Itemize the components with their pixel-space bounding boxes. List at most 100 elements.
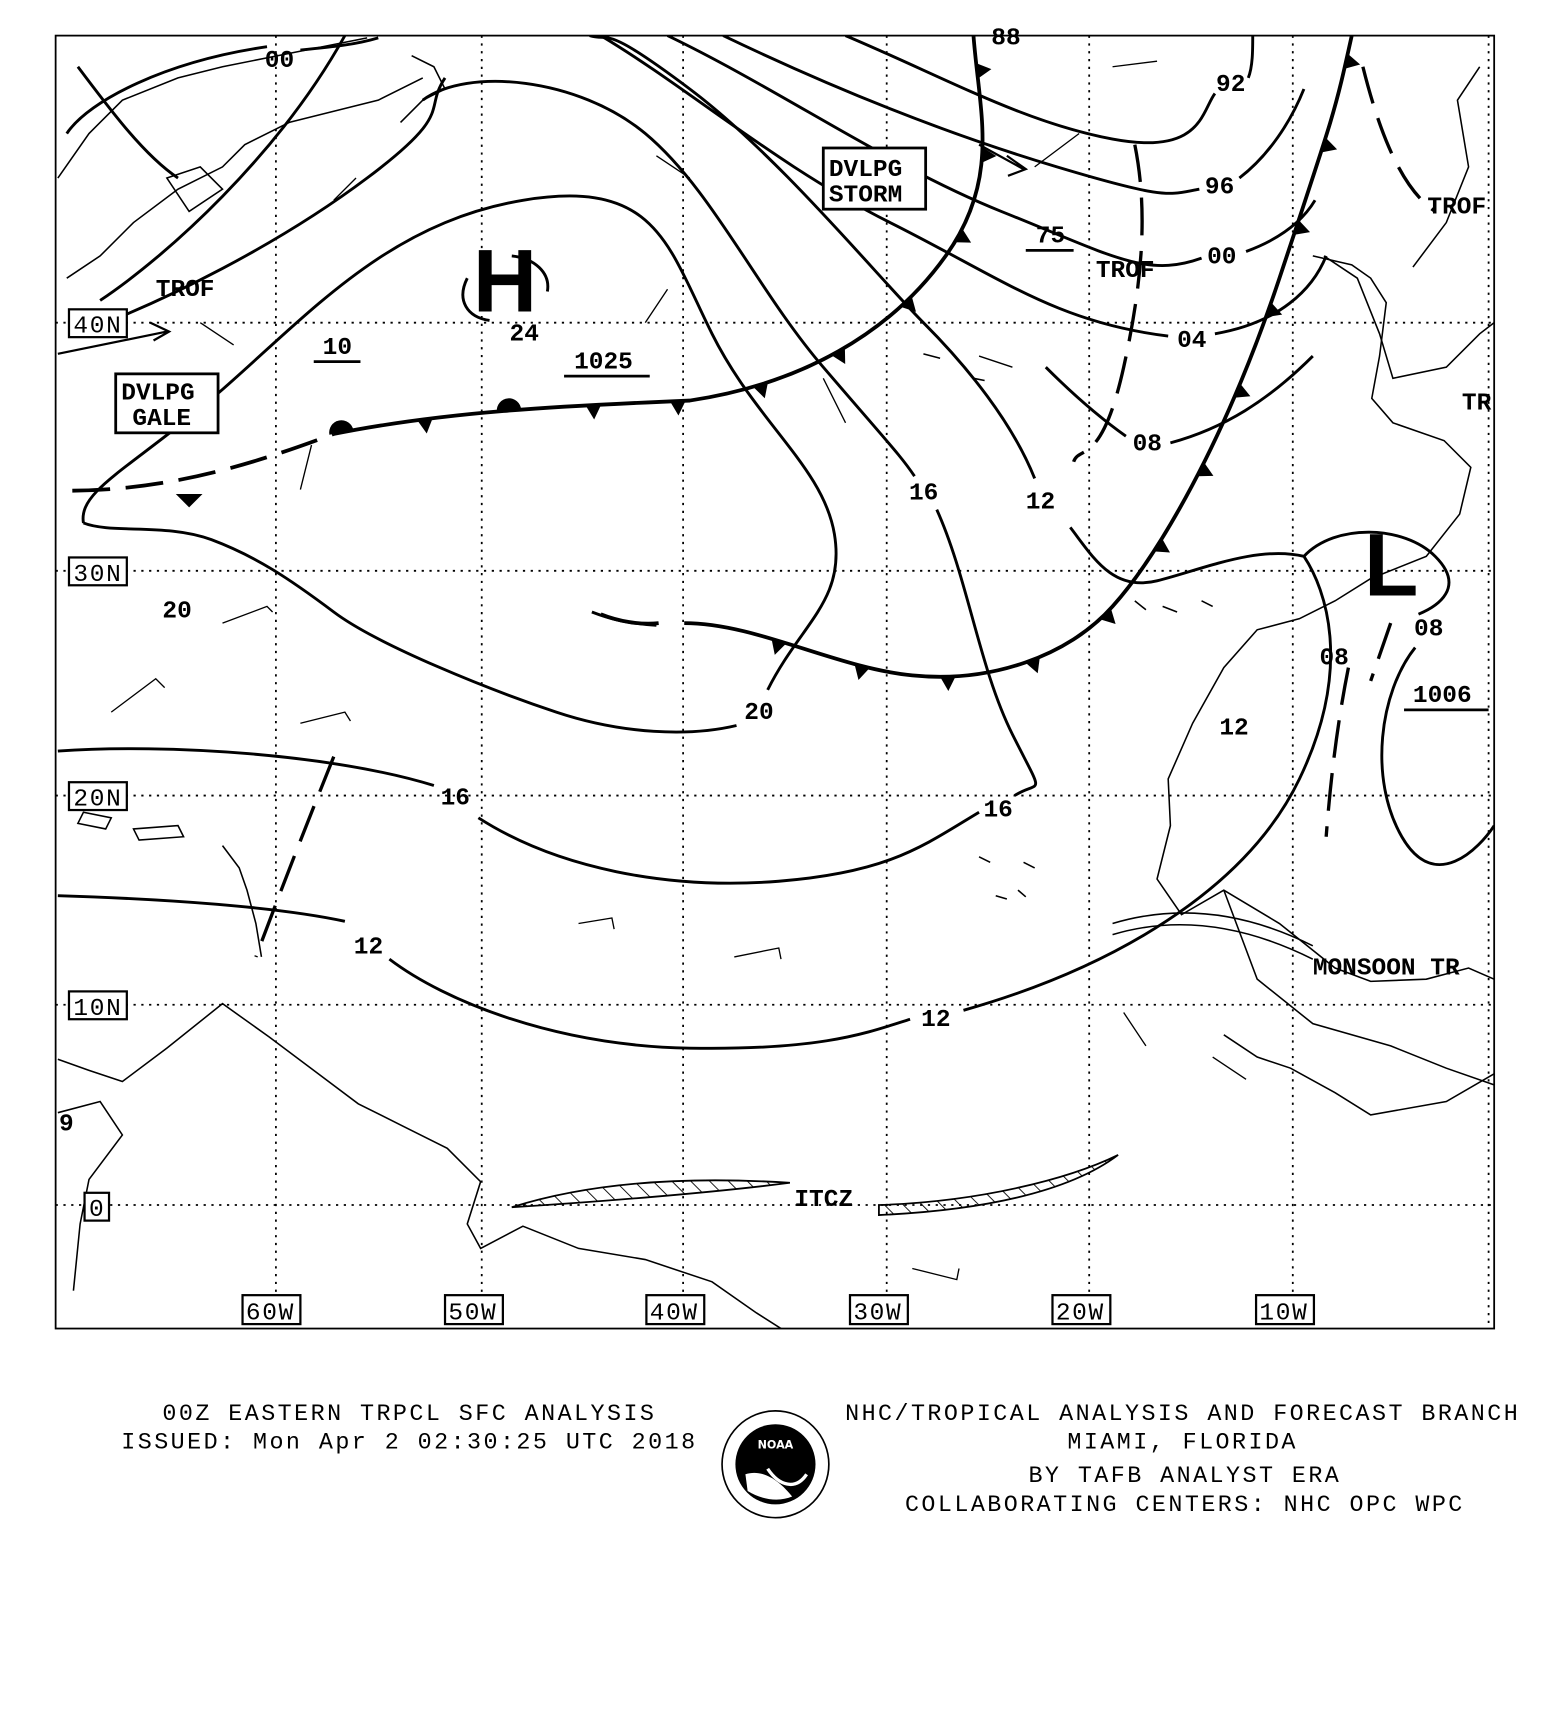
cold-front-south [684, 35, 1354, 679]
cold-front-triangle [1025, 656, 1040, 674]
issuing-center: NHC/TROPICAL ANALYSIS AND FORECAST BRANC… [845, 1402, 1520, 1428]
cold-front-triangle [1293, 220, 1311, 235]
svg-text:96: 96 [1205, 175, 1234, 202]
collaborating-centers: COLLABORATING CENTERS: NHC OPC WPC [905, 1493, 1465, 1519]
cold-front-triangle [976, 63, 992, 79]
cold-front-triangle [670, 400, 686, 416]
cold-front-triangle [585, 404, 602, 420]
lat-label: 30N [73, 562, 122, 589]
edge-label: 9 [59, 1111, 74, 1138]
isobar-1012-north [589, 35, 1037, 479]
cold-front-triangle [753, 382, 768, 399]
lat-lon-grid [55, 35, 1495, 1329]
wind-barbs [110, 60, 1247, 1281]
itcz-label: ITCZ [794, 1187, 853, 1214]
lon-label: 60W [246, 1301, 295, 1328]
trough-label: TROF [1096, 258, 1155, 285]
lat-label: 0 [89, 1197, 105, 1224]
isobar-1016-west [57, 747, 435, 787]
svg-text:NOAA: NOAA [758, 1439, 794, 1452]
isobar-1016-east [935, 509, 1038, 797]
svg-text:00: 00 [265, 48, 294, 75]
analyst: BY TAFB ANALYST ERA [1028, 1464, 1341, 1490]
cold-front-triangle [1320, 137, 1338, 153]
isobar-1000 [666, 35, 1317, 267]
trough-label: TROF [1427, 195, 1486, 222]
isobar-1008-africa [1302, 530, 1451, 616]
svg-text:16: 16 [441, 785, 470, 812]
isobar-1012-south [388, 957, 911, 1050]
isobar-1012-west [57, 894, 346, 923]
front-arrow-west [57, 321, 172, 355]
svg-text:12: 12 [354, 935, 383, 962]
longitude-labels: 60W 50W 40W 30W 20W 10W [241, 1294, 1316, 1328]
cold-front-triangle [771, 638, 787, 655]
isobar-1016-south [477, 811, 980, 885]
isobar-1012-east [963, 526, 1333, 1012]
svg-text:12: 12 [921, 1007, 950, 1034]
svg-text:20: 20 [744, 700, 773, 727]
cold-front-triangle [1344, 53, 1361, 69]
svg-text:10: 10 [323, 335, 352, 362]
lat-label: 10N [73, 996, 122, 1023]
cold-front-triangle [940, 676, 956, 691]
cold-front-triangle [1234, 383, 1251, 398]
lat-label: 20N [73, 787, 122, 814]
high-pressure-value: 1025 [574, 349, 633, 376]
lat-label: 40N [73, 314, 122, 341]
svg-text:12: 12 [1026, 489, 1055, 516]
trough-label: TROF [156, 277, 215, 304]
product-title: 00Z EASTERN TRPCL SFC ANALYSIS [162, 1402, 656, 1428]
isobar-1020 [81, 194, 838, 691]
cold-front-triangle [981, 147, 997, 163]
front-arrow-east [978, 143, 1029, 177]
itcz [511, 1154, 1119, 1216]
high-center-isobar: 24 [510, 321, 539, 348]
latitude-labels: 40N 30N 20N 10N 0 9 [59, 308, 128, 1224]
svg-text:92: 92 [1216, 72, 1245, 99]
monsoon-trough-label: MONSOON TR [1313, 956, 1460, 983]
isobar-1024 [461, 254, 550, 322]
svg-text:08: 08 [1319, 645, 1348, 672]
high-symbol: H [473, 231, 537, 331]
trough-label: TR [1462, 390, 1492, 417]
low-symbol: L [1364, 514, 1418, 614]
svg-text:GALE: GALE [132, 406, 191, 433]
cold-front-triangle [417, 418, 433, 434]
svg-text:04: 04 [1177, 328, 1206, 355]
footer: 00Z EASTERN TRPCL SFC ANALYSIS ISSUED: M… [121, 1402, 1520, 1519]
svg-text:08: 08 [1414, 616, 1443, 643]
svg-text:88: 88 [991, 26, 1020, 53]
high-pressure-center: H 24 1025 [473, 231, 650, 378]
cold-front-triangle [1153, 538, 1170, 553]
noaa-logo: NOAA [721, 1410, 830, 1519]
cold-front-triangle [854, 664, 870, 681]
cold-front-triangle [1196, 462, 1214, 477]
isobar-1004 [600, 35, 1328, 338]
map-area [55, 35, 1495, 1329]
front-dash [600, 612, 659, 626]
cold-front-triangle [900, 296, 916, 312]
svg-text:16: 16 [983, 798, 1012, 825]
cold-front-triangle [954, 228, 972, 243]
isobar-992 [844, 35, 1255, 145]
cold-front-triangle [1099, 608, 1116, 625]
isobars [57, 35, 1495, 1050]
svg-text:75: 75 [1036, 224, 1065, 251]
lon-label: 50W [448, 1301, 497, 1328]
low-pressure-value: 1006 [1413, 683, 1472, 710]
svg-text:08: 08 [1133, 432, 1162, 459]
lon-label: 40W [650, 1301, 699, 1328]
warning-developing-storm: DVLPG STORM [821, 146, 928, 211]
svg-text:DVLPG: DVLPG [121, 380, 194, 407]
map-frame [54, 34, 1496, 1330]
location: MIAMI, FLORIDA [1067, 1431, 1298, 1457]
isobar-1008-africa-south [1380, 646, 1495, 866]
isobar-1016-north [421, 79, 916, 478]
cold-front-triangle [175, 494, 203, 508]
isobar-nw [65, 36, 379, 180]
svg-text:STORM: STORM [829, 182, 902, 209]
stationary-front-west [72, 432, 335, 493]
issued-time: ISSUED: Mon Apr 2 02:30:25 UTC 2018 [121, 1431, 697, 1457]
